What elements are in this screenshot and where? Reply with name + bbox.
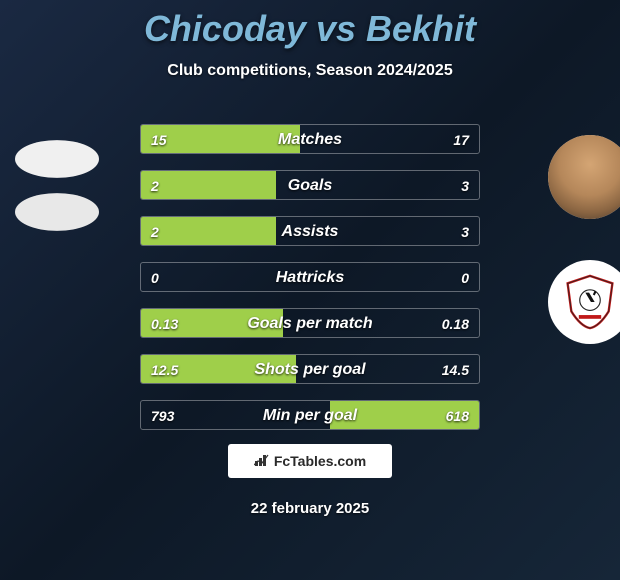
stat-value-left: 0 <box>151 263 159 291</box>
stat-value-right: 3 <box>461 171 469 199</box>
comparison-date: 22 february 2025 <box>0 500 620 517</box>
brand-text: FcTables.com <box>274 453 366 469</box>
stat-value-right: 17 <box>453 125 469 153</box>
chart-icon <box>254 453 270 470</box>
brand-logo[interactable]: FcTables.com <box>228 444 392 478</box>
player-left-avatar <box>15 140 99 178</box>
bar-fill-left <box>141 171 276 199</box>
club-crest-icon <box>562 274 618 330</box>
stats-comparison-chart: 1517Matches 23Goals 23Assists 0 0Hattricks 0.… <box>140 124 480 446</box>
bar-fill-left <box>141 309 283 337</box>
bar-fill-left <box>141 217 276 245</box>
stat-value-right: 0 <box>461 263 469 291</box>
page-subtitle: Club competitions, Season 2024/2025 <box>0 62 620 80</box>
stat-row: 12.514.5Shots per goal <box>140 354 480 384</box>
stat-value-left: 793 <box>151 401 174 429</box>
stat-value-right: 14.5 <box>442 355 469 383</box>
team-left-crest <box>15 193 99 231</box>
stat-row: 1517Matches <box>140 124 480 154</box>
bar-fill-right <box>330 401 479 429</box>
stat-row: 0.130.18Goals per match <box>140 308 480 338</box>
stat-value-right: 0.18 <box>442 309 469 337</box>
stat-value-right: 3 <box>461 217 469 245</box>
stat-row: 793618Min per goal <box>140 400 480 430</box>
page-title: Chicoday vs Bekhit <box>0 8 620 50</box>
stat-row: 0 0Hattricks <box>140 262 480 292</box>
bar-fill-left <box>141 125 300 153</box>
stat-label: Hattricks <box>141 263 479 291</box>
bar-fill-left <box>141 355 296 383</box>
stat-row: 23Assists <box>140 216 480 246</box>
stat-row: 23Goals <box>140 170 480 200</box>
